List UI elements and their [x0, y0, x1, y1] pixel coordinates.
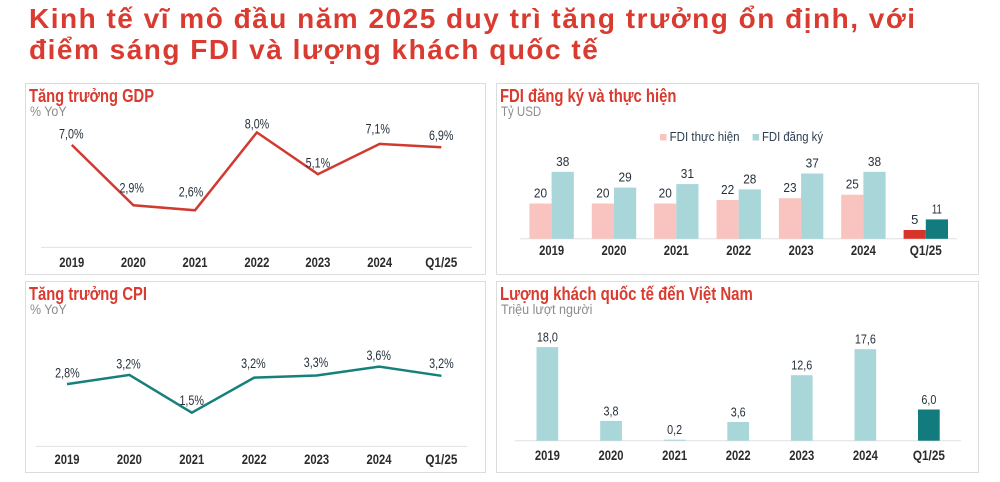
svg-text:7,0%: 7,0%: [59, 126, 84, 142]
svg-text:2024: 2024: [851, 242, 876, 258]
svg-text:3,2%: 3,2%: [116, 356, 141, 372]
svg-text:2019: 2019: [535, 447, 560, 463]
svg-text:2023: 2023: [304, 451, 329, 467]
svg-text:3,6: 3,6: [731, 405, 746, 420]
svg-text:2019: 2019: [539, 242, 564, 258]
svg-text:7,1%: 7,1%: [365, 121, 390, 137]
svg-text:3,2%: 3,2%: [241, 355, 266, 371]
svg-text:2020: 2020: [599, 447, 624, 463]
svg-text:2020: 2020: [121, 254, 146, 270]
svg-text:6,0: 6,0: [921, 392, 936, 407]
svg-text:0,2: 0,2: [667, 422, 682, 437]
svg-text:20: 20: [596, 186, 609, 201]
svg-text:31: 31: [681, 166, 694, 181]
svg-text:20: 20: [534, 186, 547, 201]
svg-text:Q1/25: Q1/25: [425, 451, 457, 467]
svg-text:6,9%: 6,9%: [429, 127, 454, 143]
svg-text:2024: 2024: [367, 451, 392, 467]
svg-text:22: 22: [721, 182, 734, 197]
svg-text:2,6%: 2,6%: [179, 184, 204, 200]
svg-text:11: 11: [932, 201, 942, 216]
svg-text:5: 5: [911, 212, 918, 227]
svg-text:2023: 2023: [305, 254, 330, 270]
svg-text:Q1/25: Q1/25: [910, 242, 942, 258]
svg-text:38: 38: [868, 154, 881, 169]
svg-text:2022: 2022: [244, 254, 269, 270]
svg-text:FDI đăng ký: FDI đăng ký: [762, 129, 823, 144]
svg-text:Q1/25: Q1/25: [913, 447, 945, 463]
svg-text:3,8: 3,8: [604, 403, 619, 418]
svg-text:20: 20: [659, 186, 672, 201]
svg-text:Q1/25: Q1/25: [425, 254, 457, 270]
svg-text:2023: 2023: [789, 447, 814, 463]
svg-text:12,6: 12,6: [791, 358, 812, 373]
svg-text:38: 38: [556, 154, 569, 169]
svg-text:FDI thực hiện: FDI thực hiện: [670, 129, 740, 144]
svg-text:2021: 2021: [662, 447, 687, 463]
svg-text:3,2%: 3,2%: [429, 355, 454, 371]
svg-text:2019: 2019: [55, 451, 80, 467]
svg-text:2021: 2021: [664, 242, 689, 258]
svg-text:2022: 2022: [242, 451, 267, 467]
svg-text:2020: 2020: [117, 451, 142, 467]
svg-text:29: 29: [619, 170, 632, 185]
svg-text:3,3%: 3,3%: [304, 354, 329, 370]
svg-text:2024: 2024: [853, 447, 878, 463]
svg-text:5,1%: 5,1%: [306, 155, 331, 171]
svg-text:2,8%: 2,8%: [55, 365, 80, 381]
svg-text:37: 37: [806, 156, 819, 171]
svg-text:1,5%: 1,5%: [179, 392, 204, 408]
svg-text:18,0: 18,0: [537, 330, 558, 345]
svg-text:2024: 2024: [367, 254, 392, 270]
svg-text:23: 23: [783, 180, 796, 195]
svg-text:2020: 2020: [602, 242, 627, 258]
svg-text:2021: 2021: [183, 254, 208, 270]
svg-text:2022: 2022: [726, 447, 751, 463]
svg-text:17,6: 17,6: [855, 332, 876, 347]
svg-text:2019: 2019: [59, 254, 84, 270]
svg-text:28: 28: [743, 171, 756, 186]
svg-text:8,0%: 8,0%: [245, 116, 270, 132]
svg-text:2021: 2021: [179, 451, 204, 467]
svg-text:2022: 2022: [726, 242, 751, 258]
svg-text:3,6%: 3,6%: [366, 347, 391, 363]
svg-text:2023: 2023: [789, 242, 814, 258]
svg-text:25: 25: [846, 177, 859, 192]
svg-text:2,9%: 2,9%: [119, 179, 144, 195]
